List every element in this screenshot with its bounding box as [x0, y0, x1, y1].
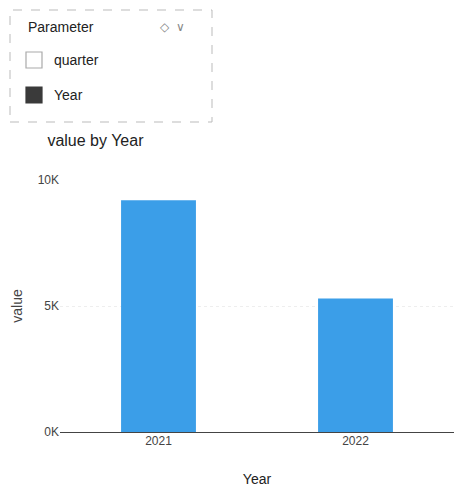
- svg-text:2021: 2021: [145, 434, 172, 448]
- svg-text:value: value: [9, 289, 25, 323]
- svg-text:0K: 0K: [44, 425, 59, 439]
- svg-text:Year: Year: [243, 471, 272, 487]
- svg-text:quarter: quarter: [54, 52, 99, 68]
- svg-text:◇ ∨: ◇ ∨: [160, 20, 185, 34]
- svg-text:value by Year: value by Year: [47, 132, 144, 149]
- svg-text:2022: 2022: [342, 434, 369, 448]
- svg-text:Parameter: Parameter: [28, 19, 94, 35]
- svg-text:10K: 10K: [38, 173, 59, 187]
- svg-text:5K: 5K: [44, 299, 59, 313]
- svg-text:Year: Year: [54, 87, 83, 103]
